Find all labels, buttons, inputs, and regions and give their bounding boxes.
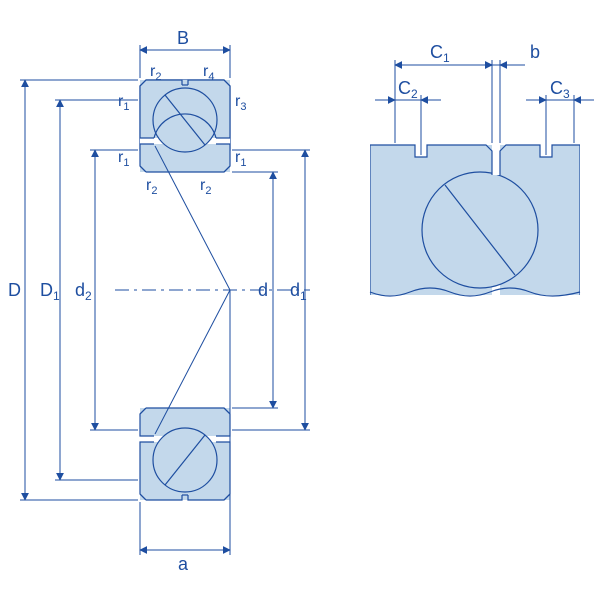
bearing-cross-section-diagram: r2 r4 r1 r3 r1 r1 r2 r2 B a D D1 d2 d d1 bbox=[0, 0, 600, 600]
label-C3: C3 bbox=[550, 78, 570, 101]
label-D: D bbox=[8, 280, 21, 300]
label-d: d bbox=[258, 280, 268, 300]
label-d1: d1 bbox=[290, 280, 307, 303]
label-b: b bbox=[530, 42, 540, 62]
label-r1-mr: r1 bbox=[235, 149, 246, 169]
label-B: B bbox=[177, 28, 189, 48]
label-r2-bl: r2 bbox=[146, 177, 157, 197]
label-r1-tl: r1 bbox=[118, 93, 129, 113]
label-C1: C1 bbox=[430, 42, 450, 65]
label-D1: D1 bbox=[40, 280, 60, 303]
label-r3: r3 bbox=[235, 93, 246, 113]
label-C2: C2 bbox=[398, 78, 418, 101]
detail-section: C1 b C2 C3 bbox=[370, 42, 594, 296]
label-d2: d2 bbox=[75, 280, 92, 303]
label-r2-br: r2 bbox=[200, 177, 211, 197]
label-r1-ml: r1 bbox=[118, 149, 129, 169]
label-a: a bbox=[178, 554, 189, 574]
